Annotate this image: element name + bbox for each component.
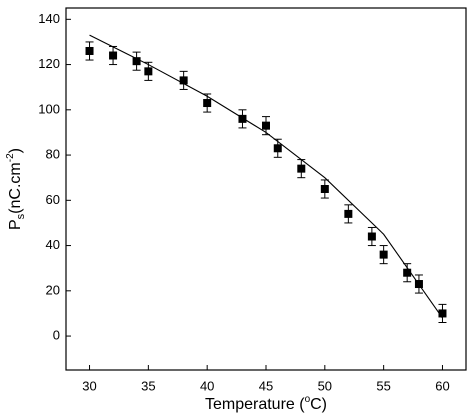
x-tick-label: 35 — [141, 378, 155, 393]
point — [85, 46, 94, 55]
y-tick-label: 100 — [38, 101, 60, 116]
point — [297, 164, 306, 173]
y-tick-label: 140 — [38, 11, 60, 26]
y-title-sup: -2 — [5, 153, 16, 162]
point — [109, 51, 118, 60]
point — [438, 309, 447, 318]
x-tick-label: 60 — [435, 378, 449, 393]
x-title-end: C) — [310, 396, 327, 413]
x-tick-label: 50 — [318, 378, 332, 393]
point — [273, 144, 282, 153]
x-title-sup: o — [305, 394, 311, 405]
plot-frame — [65, 7, 467, 371]
point — [203, 99, 212, 108]
point — [320, 185, 329, 193]
y-tick-label: 40 — [46, 237, 60, 252]
y-tick-label: 120 — [38, 56, 60, 71]
y-axis-title: Ps(nC.cm-2) — [5, 148, 27, 230]
point — [144, 67, 153, 76]
x-axis-title: Temperature (oC) — [205, 394, 327, 414]
y-title-rest: (nC.cm — [7, 162, 24, 214]
y-title-end: ) — [7, 148, 24, 153]
point — [179, 76, 188, 85]
x-tick-label: 30 — [82, 378, 96, 393]
point — [262, 121, 270, 130]
point — [367, 232, 376, 241]
x-tick-label: 55 — [376, 378, 390, 393]
fit-line — [89, 34, 443, 319]
x-tick-label: 40 — [200, 378, 214, 393]
x-tick-label: 45 — [259, 378, 273, 393]
y-title-sub: s — [15, 213, 27, 219]
x-title-main: Temperature ( — [205, 396, 305, 413]
point — [238, 114, 247, 123]
y-tick-label: 0 — [53, 328, 60, 343]
point — [344, 209, 353, 218]
point — [379, 250, 388, 259]
y-title-main: P — [7, 219, 24, 230]
y-tick-label: 60 — [46, 192, 60, 207]
point — [403, 268, 412, 277]
point — [132, 57, 141, 66]
y-tick-label: 20 — [46, 282, 60, 297]
y-tick-label: 80 — [46, 147, 60, 162]
